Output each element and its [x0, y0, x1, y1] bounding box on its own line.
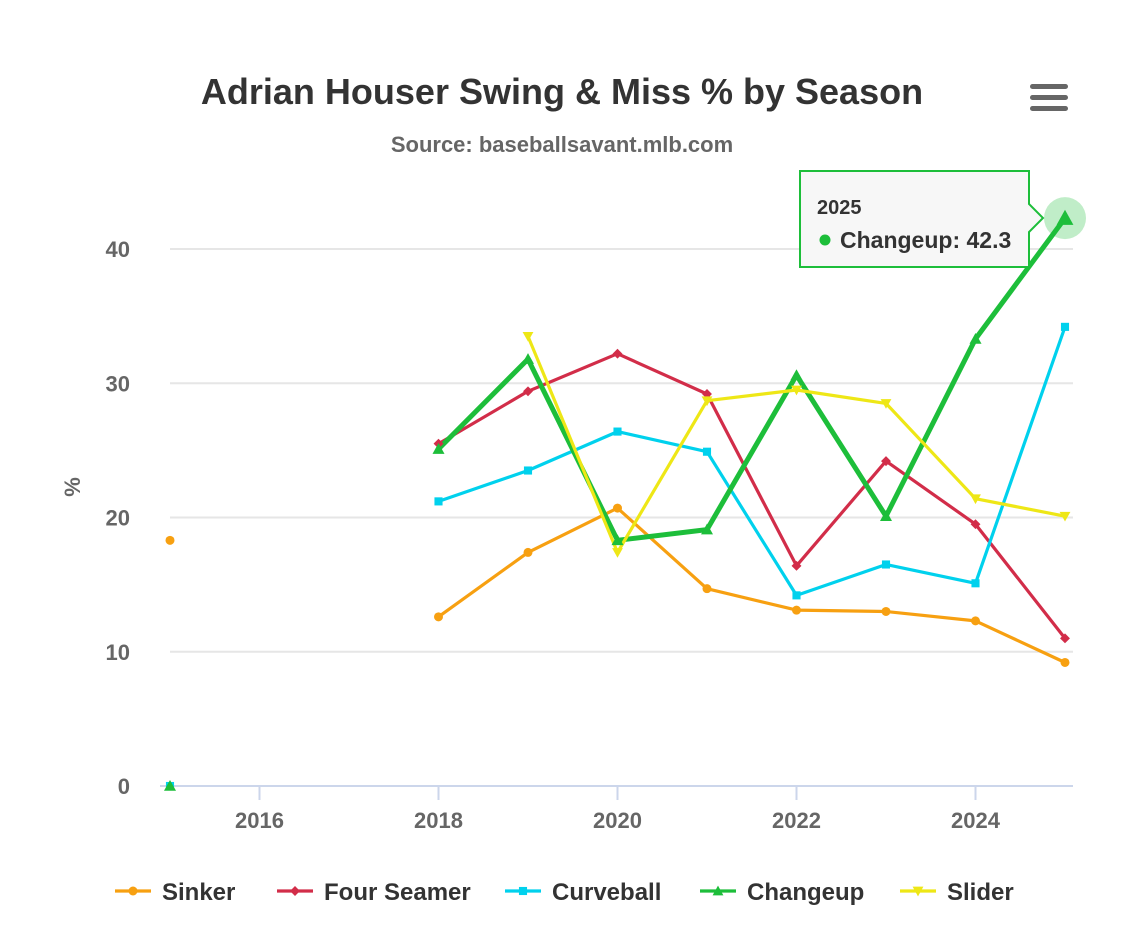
series-line-sinker[interactable]: [436, 506, 1067, 665]
x-tick-label: 2018: [414, 808, 463, 833]
legend-label: Changeup: [747, 879, 864, 906]
legend-item-sinker[interactable]: Sinker: [115, 879, 235, 906]
point-four-seamer-2023[interactable]: [881, 456, 891, 467]
point-four-seamer-2019[interactable]: [523, 386, 533, 397]
tooltip: 2025 Changeup: 42.3: [799, 170, 1045, 268]
legend-marker-changeup[interactable]: [712, 885, 724, 896]
point-changeup-2019[interactable]: [522, 353, 534, 364]
point-curveball-2022[interactable]: [792, 591, 801, 600]
grid-lines: [170, 248, 1073, 653]
y-tick-label: 0: [118, 774, 130, 799]
legend: Sinker Four Seamer Curveball Changeup Slider: [115, 879, 1014, 906]
point-sinker-2018[interactable]: [434, 612, 443, 622]
point-four-seamer-2024[interactable]: [970, 519, 981, 530]
legend-label: Curveball: [552, 879, 661, 906]
point-curveball-2024[interactable]: [971, 579, 980, 588]
x-tick-label: 2022: [772, 808, 821, 833]
point-curveball-2025[interactable]: [1060, 322, 1070, 331]
y-tick-label: 40: [106, 237, 130, 262]
tooltip-header: 2025: [817, 197, 862, 219]
tooltip-series-dot: [819, 234, 831, 246]
legend-item-slider[interactable]: Slider: [900, 879, 1014, 906]
point-sinker-2025[interactable]: [1060, 657, 1070, 667]
point-slider-2021[interactable]: [701, 396, 713, 407]
y-tick-label: 20: [106, 506, 130, 531]
tooltip-box: [799, 170, 1045, 268]
point-curveball-2020[interactable]: [613, 427, 622, 436]
active-point-changeup[interactable]: [1056, 209, 1074, 225]
y-axis-title: %: [60, 477, 85, 497]
x-tick-label: 2016: [235, 808, 284, 833]
tooltip-value: Changeup: 42.3: [840, 227, 1011, 253]
series-line-curveball[interactable]: [436, 325, 1067, 597]
point-slider-2020[interactable]: [612, 548, 623, 558]
point-sinker-2021[interactable]: [702, 584, 712, 594]
point-changeup-2021[interactable]: [701, 523, 713, 535]
x-tick-label: 2020: [593, 808, 642, 833]
x-tick-label: 2024: [951, 808, 1001, 833]
axes: 0 10 20 30 40 2016 2018 2020 2022 2024: [106, 237, 1073, 833]
point-four-seamer-2020[interactable]: [612, 348, 623, 359]
point-four-seamer-2022[interactable]: [791, 560, 802, 571]
legend-label: Sinker: [162, 879, 235, 906]
point-four-seamer-2025[interactable]: [1060, 633, 1070, 644]
legend-marker-curveball[interactable]: [518, 886, 528, 896]
point-changeup-2018[interactable]: [432, 443, 445, 454]
point-sinker-2023[interactable]: [881, 606, 891, 616]
point-changeup-2023[interactable]: [880, 510, 892, 521]
y-tick-label: 30: [106, 371, 130, 396]
point-changeup-2015[interactable]: [164, 780, 176, 791]
hamburger-menu-icon[interactable]: [1026, 78, 1070, 118]
legend-label: Four Seamer: [324, 879, 471, 906]
point-changeup-2022[interactable]: [790, 369, 803, 380]
legend-item-four-seamer[interactable]: Four Seamer: [277, 879, 471, 906]
point-sinker-2015[interactable]: [165, 535, 175, 545]
series-markers: [164, 197, 1086, 791]
point-sinker-2022[interactable]: [792, 605, 801, 615]
point-sinker-2019[interactable]: [523, 547, 533, 557]
point-slider-2023[interactable]: [880, 399, 892, 409]
point-curveball-2023[interactable]: [881, 560, 891, 569]
legend-marker-sinker[interactable]: [128, 886, 138, 896]
point-slider-2025[interactable]: [1059, 511, 1071, 522]
chart-title: Adrian Houser Swing & Miss % by Season: [201, 71, 923, 112]
legend-marker-slider[interactable]: [912, 886, 924, 897]
point-slider-2019[interactable]: [522, 331, 534, 342]
point-sinker-2024[interactable]: [971, 616, 980, 626]
point-changeup-2020[interactable]: [611, 534, 624, 546]
y-tick-label: 10: [106, 640, 130, 665]
point-curveball-2021[interactable]: [702, 447, 712, 456]
point-sinker-2020[interactable]: [613, 503, 622, 513]
point-slider-2024[interactable]: [970, 494, 981, 505]
legend-marker-four-seamer[interactable]: [290, 886, 300, 896]
legend-item-curveball[interactable]: Curveball: [505, 879, 661, 906]
point-slider-2022[interactable]: [791, 385, 802, 396]
legend-label: Slider: [947, 879, 1014, 906]
series-line-changeup[interactable]: [436, 215, 1068, 543]
point-changeup-2024[interactable]: [969, 332, 982, 344]
legend-item-changeup[interactable]: Changeup: [700, 879, 864, 906]
point-curveball-2019[interactable]: [523, 466, 533, 475]
chart-subtitle: Source: baseballsavant.mlb.com: [391, 132, 733, 157]
point-curveball-2018[interactable]: [434, 497, 443, 506]
